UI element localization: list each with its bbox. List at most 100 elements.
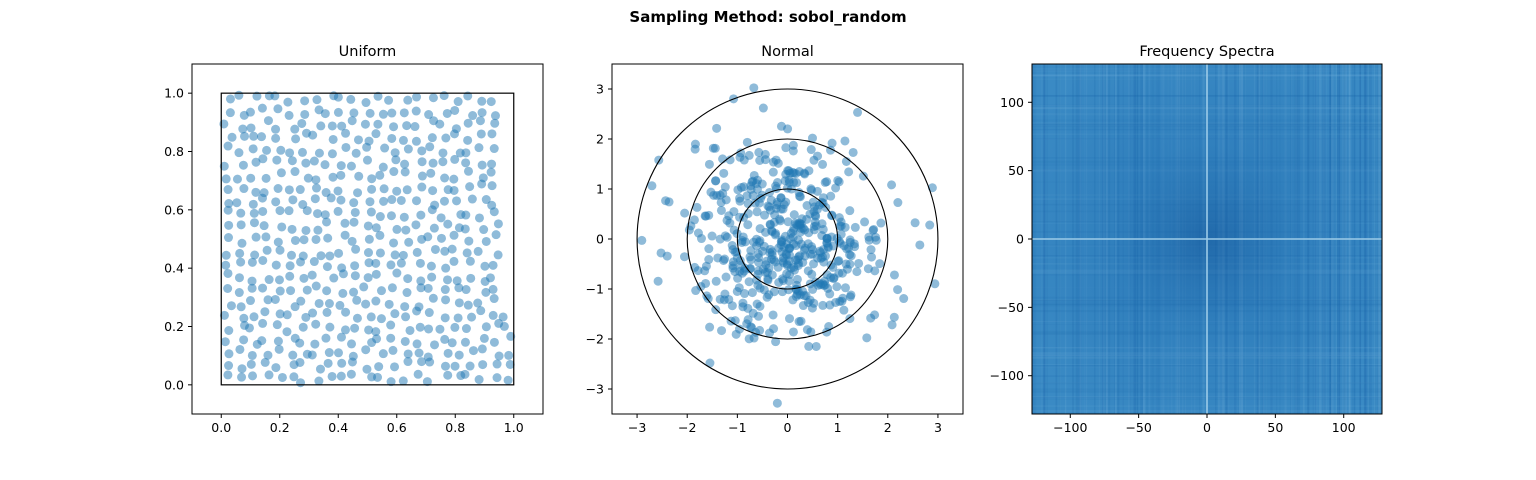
uniform-point [361, 345, 371, 355]
spectra-x-tick-label: 100 [1332, 420, 1356, 435]
uniform-point [350, 323, 360, 333]
normal-point [775, 214, 785, 224]
uniform-y-tick-label: 0.0 [164, 377, 184, 392]
uniform-point [322, 307, 332, 317]
normal-point [771, 228, 781, 238]
normal-point [915, 240, 925, 250]
uniform-point [375, 248, 385, 258]
normal-point [711, 276, 721, 286]
normal-point [807, 269, 817, 279]
normal-point [841, 259, 851, 269]
uniform-point [262, 245, 272, 255]
normal-point [768, 167, 778, 177]
uniform-point [477, 344, 487, 354]
uniform-point [261, 232, 271, 242]
normal-radius-circle [636, 88, 939, 390]
uniform-point [327, 121, 337, 131]
normal-point [822, 238, 832, 248]
uniform-point [240, 131, 250, 141]
uniform-y-tick-label: 1.0 [164, 86, 184, 101]
spectra-y-tick-label: 100 [1000, 95, 1024, 110]
uniform-point [384, 299, 394, 309]
uniform-point [488, 284, 498, 294]
uniform-point [300, 96, 310, 106]
uniform-point [259, 221, 269, 231]
normal-point [876, 218, 886, 228]
normal-point [804, 166, 814, 176]
uniform-point [386, 333, 396, 343]
uniform-point [449, 256, 459, 266]
uniform-point [390, 309, 400, 319]
spectra-x-axis: −100 −50 0 50 100 [1053, 414, 1356, 435]
uniform-point [386, 320, 396, 330]
uniform-point [402, 185, 412, 195]
uniform-point [327, 371, 337, 381]
normal-point [930, 279, 940, 289]
uniform-point [258, 283, 268, 293]
uniform-point [389, 122, 399, 132]
uniform-point [504, 350, 514, 360]
normal-point [725, 218, 735, 228]
normal-point [795, 192, 805, 202]
normal-point [743, 220, 753, 230]
normal-title: Normal [761, 44, 813, 60]
uniform-point [347, 116, 357, 126]
uniform-point [238, 160, 248, 170]
uniform-point [258, 206, 268, 216]
uniform-point [403, 357, 413, 367]
normal-point [735, 152, 745, 162]
uniform-point [328, 134, 338, 144]
normal-point [761, 227, 771, 237]
uniform-y-tick-label: 0.2 [164, 319, 184, 334]
normal-point [887, 180, 897, 190]
normal-point [735, 324, 745, 334]
normal-point [738, 302, 748, 312]
uniform-point [224, 349, 234, 359]
uniform-point [312, 183, 322, 193]
normal-point [637, 235, 647, 245]
uniform-point [373, 91, 383, 101]
uniform-point [336, 170, 346, 180]
uniform-point [333, 107, 343, 117]
normal-point [822, 177, 832, 187]
uniform-point [354, 171, 364, 181]
uniform-point [401, 312, 411, 322]
uniform-y-axis: 0.0 0.2 0.4 0.6 0.8 1.0 [164, 86, 192, 392]
uniform-point [376, 286, 386, 296]
uniform-point [440, 313, 450, 323]
normal-point [788, 146, 798, 156]
uniform-point [297, 118, 307, 128]
normal-point [860, 217, 870, 227]
uniform-point [311, 319, 321, 329]
normal-y-tick-label: 3 [596, 82, 604, 97]
uniform-point [449, 230, 459, 240]
uniform-point [301, 158, 311, 168]
uniform-point [363, 221, 373, 231]
normal-y-tick-label: 2 [596, 132, 604, 147]
uniform-point [336, 161, 346, 171]
normal-point [801, 291, 811, 301]
uniform-point [313, 209, 323, 219]
uniform-point [373, 372, 382, 382]
uniform-point [333, 348, 343, 358]
normal-point [845, 314, 855, 324]
uniform-point [441, 133, 451, 143]
normal-point [893, 285, 903, 295]
uniform-point [378, 109, 388, 119]
uniform-point [439, 196, 449, 206]
uniform-point [325, 322, 335, 332]
normal-point [754, 198, 764, 208]
uniform-point [275, 286, 285, 296]
uniform-point [220, 337, 230, 347]
uniform-point [340, 230, 350, 240]
uniform-point [263, 295, 273, 305]
uniform-point [427, 133, 437, 143]
uniform-point [392, 186, 402, 196]
uniform-point [286, 286, 296, 296]
normal-point [875, 259, 885, 269]
uniform-point [245, 296, 255, 306]
uniform-point [467, 312, 477, 322]
uniform-point [262, 145, 272, 155]
uniform-point [336, 371, 346, 381]
uniform-point [454, 283, 464, 293]
